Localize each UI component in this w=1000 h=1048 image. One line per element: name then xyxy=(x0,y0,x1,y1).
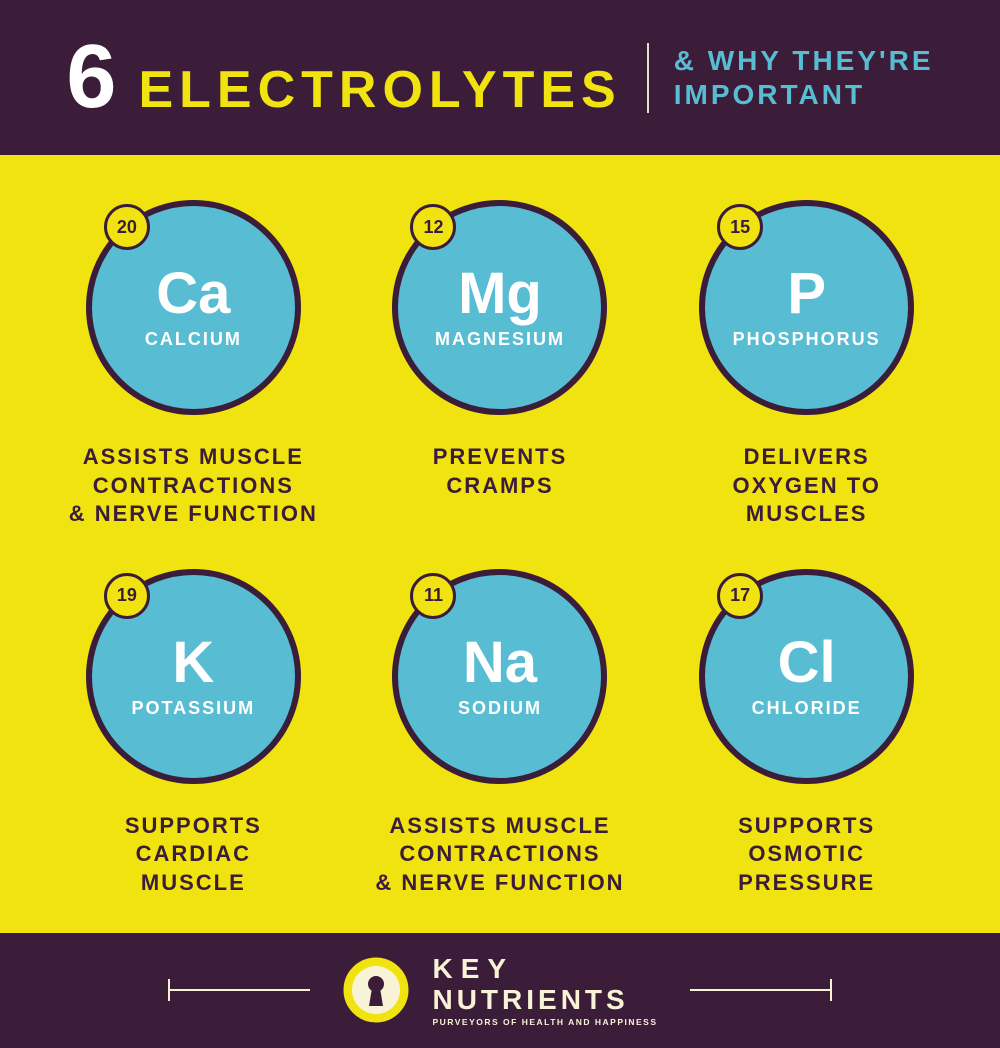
footer-rule-left xyxy=(168,979,320,1001)
element-cell: Ca CALCIUM 20 ASSISTS MUSCLE CONTRACTION… xyxy=(55,200,332,529)
footer-rule-right xyxy=(680,979,832,1001)
element-name: MAGNESIUM xyxy=(435,329,565,350)
element-circle-wrap: K POTASSIUM 19 xyxy=(86,569,301,784)
element-name: PHOSPHORUS xyxy=(733,329,881,350)
element-cell: Mg MAGNESIUM 12 PREVENTS CRAMPS xyxy=(362,200,639,529)
element-symbol: Mg xyxy=(458,265,542,323)
element-name: POTASSIUM xyxy=(131,698,255,719)
brand-name-1: KEY xyxy=(432,953,657,985)
element-circle-wrap: Na SODIUM 11 xyxy=(392,569,607,784)
element-symbol: Cl xyxy=(778,634,836,692)
keyhole-icon xyxy=(342,956,410,1024)
element-circle-wrap: Mg MAGNESIUM 12 xyxy=(392,200,607,415)
element-cell: P PHOSPHORUS 15 DELIVERS OXYGEN TO MUSCL… xyxy=(668,200,945,529)
header: 6 ELECTROLYTES & WHY THEY'RE IMPORTANT xyxy=(0,0,1000,155)
element-name: CHLORIDE xyxy=(752,698,862,719)
element-circle-wrap: Cl CHLORIDE 17 xyxy=(699,569,914,784)
element-cell: Na SODIUM 11 ASSISTS MUSCLE CONTRACTIONS… xyxy=(362,569,639,898)
element-description: SUPPORTS OSMOTIC PRESSURE xyxy=(738,812,875,898)
element-description: ASSISTS MUSCLE CONTRACTIONS & NERVE FUNC… xyxy=(375,812,624,898)
brand-text: KEY NUTRIENTS PURVEYORS OF HEALTH AND HA… xyxy=(432,953,657,1027)
infographic-page: 6 ELECTROLYTES & WHY THEY'RE IMPORTANT C… xyxy=(0,0,1000,1000)
brand-tagline: PURVEYORS OF HEALTH AND HAPPINESS xyxy=(432,1017,657,1027)
footer: KEY NUTRIENTS PURVEYORS OF HEALTH AND HA… xyxy=(0,933,1000,1048)
atomic-number-badge: 19 xyxy=(104,573,150,619)
element-description: PREVENTS CRAMPS xyxy=(433,443,568,500)
element-circle-wrap: P PHOSPHORUS 15 xyxy=(699,200,914,415)
element-cell: K POTASSIUM 19 SUPPORTS CARDIAC MUSCLE xyxy=(55,569,332,898)
element-name: CALCIUM xyxy=(145,329,242,350)
atomic-number-badge: 20 xyxy=(104,204,150,250)
element-symbol: Ca xyxy=(156,265,230,323)
content-area: Ca CALCIUM 20 ASSISTS MUSCLE CONTRACTION… xyxy=(0,155,1000,933)
header-divider xyxy=(647,43,649,113)
header-left: 6 ELECTROLYTES xyxy=(66,26,621,129)
element-circle-wrap: Ca CALCIUM 20 xyxy=(86,200,301,415)
element-name: SODIUM xyxy=(458,698,542,719)
atomic-number-badge: 11 xyxy=(410,573,456,619)
element-description: SUPPORTS CARDIAC MUSCLE xyxy=(125,812,262,898)
header-number: 6 xyxy=(66,26,118,129)
header-subtitle: & WHY THEY'RE IMPORTANT xyxy=(674,44,934,111)
element-cell: Cl CHLORIDE 17 SUPPORTS OSMOTIC PRESSURE xyxy=(668,569,945,898)
elements-grid: Ca CALCIUM 20 ASSISTS MUSCLE CONTRACTION… xyxy=(55,200,945,898)
element-symbol: K xyxy=(172,634,214,692)
element-description: DELIVERS OXYGEN TO MUSCLES xyxy=(732,443,880,529)
brand-logo xyxy=(342,956,410,1024)
element-symbol: P xyxy=(787,265,826,323)
element-description: ASSISTS MUSCLE CONTRACTIONS & NERVE FUNC… xyxy=(69,443,318,529)
atomic-number-badge: 15 xyxy=(717,204,763,250)
element-symbol: Na xyxy=(463,634,537,692)
atomic-number-badge: 17 xyxy=(717,573,763,619)
header-title: ELECTROLYTES xyxy=(138,60,621,120)
